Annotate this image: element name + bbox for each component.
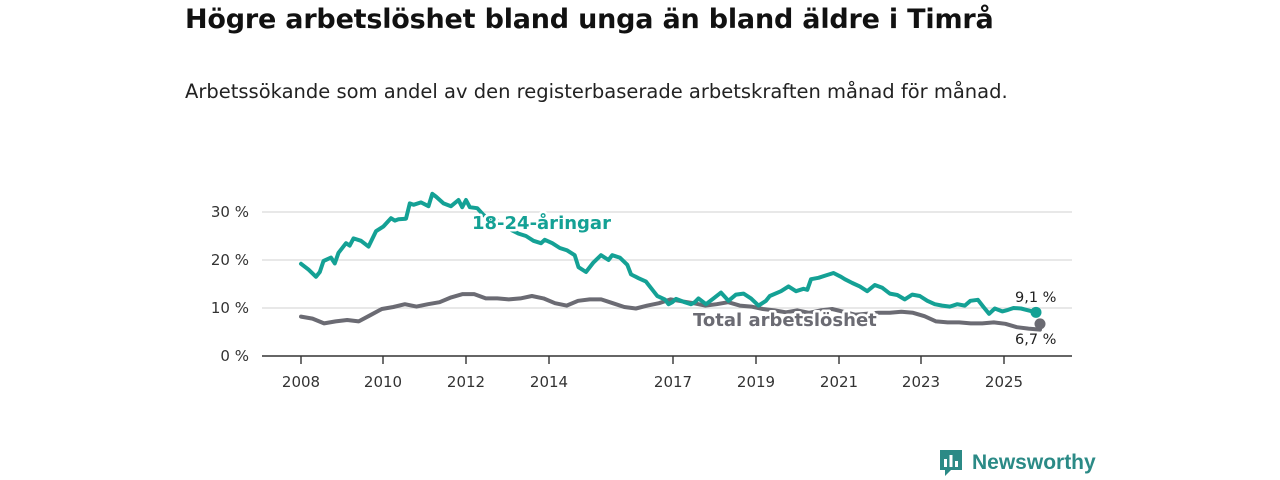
y-axis-tick-labels: 0 % 10 % 20 % 30 % xyxy=(211,203,249,365)
series-line-18-24 xyxy=(299,191,1038,316)
y-tick-label: 30 % xyxy=(211,203,249,221)
end-dot-total xyxy=(1034,318,1046,330)
chart-title: Högre arbetslöshet bland unga än bland ä… xyxy=(185,4,994,35)
x-tick-label: 2012 xyxy=(447,373,485,391)
x-tick-label: 2014 xyxy=(530,373,568,391)
series-line-total xyxy=(299,292,1042,332)
y-tick-label: 0 % xyxy=(220,347,249,365)
y-tick-label: 10 % xyxy=(211,299,249,317)
x-tick-label: 2017 xyxy=(654,373,692,391)
brand-name: Newsworthy xyxy=(972,451,1096,474)
chart-subtitle: Arbetssökande som andel av den registerb… xyxy=(185,80,1008,103)
x-tick-label: 2008 xyxy=(282,373,320,391)
bar-chart-flag-icon xyxy=(940,450,962,476)
x-tick-label: 2019 xyxy=(737,373,775,391)
x-axis: 2008 2010 2012 2014 2017 2019 2021 2023 2025 xyxy=(262,355,1072,391)
series-label-total: Total arbetslöshet xyxy=(693,310,877,331)
x-tick-label: 2023 xyxy=(902,373,940,391)
end-label-18-24: 9,1 % xyxy=(1015,290,1056,306)
x-tick-label: 2021 xyxy=(820,373,858,391)
end-label-total: 6,7 % xyxy=(1015,332,1056,348)
series-labels: 18-24-åringar Total arbetslöshet 9,1 % 6,7 … xyxy=(470,210,1057,349)
x-tick-label: 2025 xyxy=(985,373,1023,391)
end-dot-18-24 xyxy=(1030,306,1042,318)
y-tick-label: 20 % xyxy=(211,251,249,269)
series-label-18-24: 18-24-åringar xyxy=(472,212,611,234)
line-chart: 2008 2010 2012 2014 2017 2019 2021 2023 2025 0 %… xyxy=(211,191,1072,391)
newsworthy-logo[interactable]: Newsworthy xyxy=(938,448,1096,478)
series-lines xyxy=(299,191,1046,332)
x-tick-label: 2010 xyxy=(364,373,402,391)
